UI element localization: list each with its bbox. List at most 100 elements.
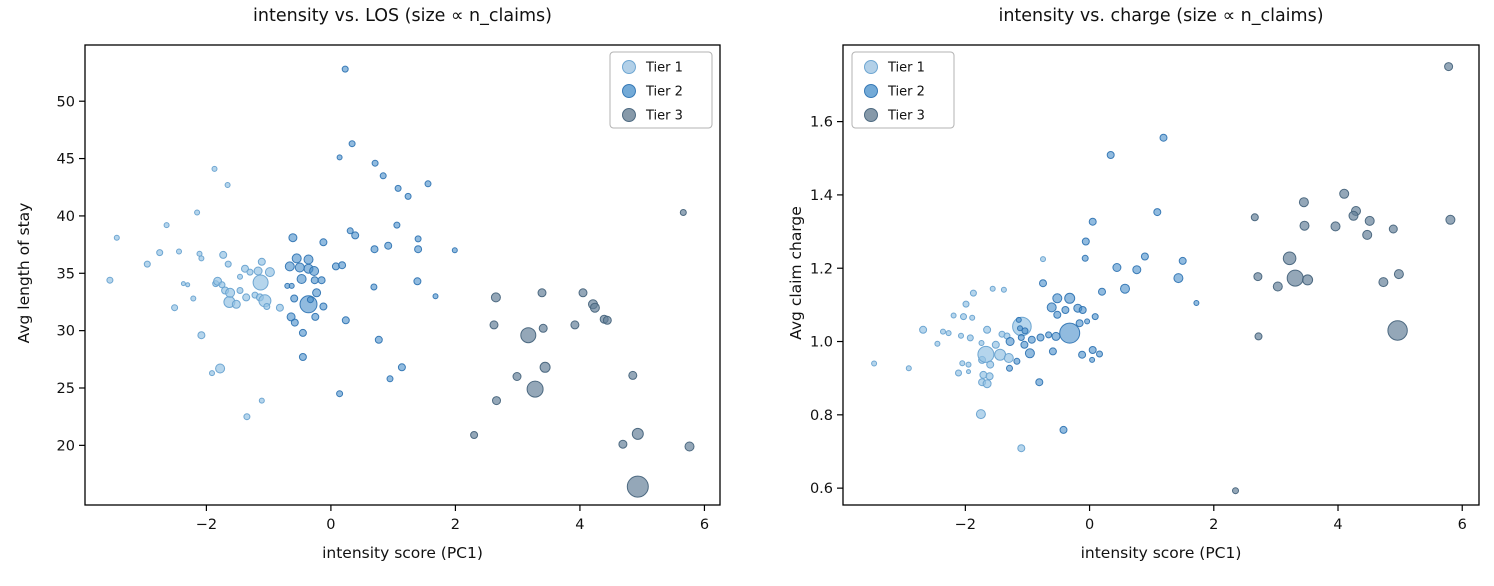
data-point (969, 314, 976, 321)
data-point (284, 261, 295, 272)
data-point (982, 379, 992, 389)
data-point (1302, 274, 1314, 286)
data-point (312, 288, 322, 298)
x-tick-label: 4 (1333, 517, 1342, 533)
data-point (1045, 331, 1053, 339)
data-point (243, 413, 251, 421)
data-point (1027, 335, 1036, 344)
data-point (338, 261, 347, 270)
data-point (905, 365, 912, 372)
data-point (180, 281, 186, 287)
data-point (374, 335, 383, 344)
data-point (985, 372, 994, 381)
y-tick-label: 1.2 (810, 261, 833, 277)
data-point (231, 299, 241, 309)
legend-label-tier-3: Tier 3 (887, 109, 925, 124)
legend-label-tier-2: Tier 2 (887, 85, 925, 100)
data-point (224, 260, 232, 268)
data-point (537, 288, 547, 298)
data-point (319, 238, 328, 247)
data-point (986, 360, 995, 369)
data-point (631, 427, 644, 440)
data-point (1364, 215, 1375, 226)
data-point (618, 439, 628, 449)
y-tick-label: 1.0 (810, 335, 833, 351)
data-point (538, 323, 548, 333)
data-point (966, 334, 974, 342)
right-x-axis-label: intensity score (PC1) (1080, 544, 1242, 562)
data-point (1006, 364, 1013, 372)
data-point (1089, 356, 1096, 363)
data-point (978, 340, 985, 346)
data-point (341, 65, 349, 73)
data-point (310, 276, 319, 285)
data-point (1173, 273, 1184, 284)
legend-marker-tier-1 (622, 60, 636, 74)
y-tick-label: 45 (57, 152, 75, 168)
data-point (1051, 331, 1061, 341)
data-point (1232, 487, 1239, 495)
data-point (1272, 281, 1283, 292)
data-point (218, 281, 226, 289)
data-point (303, 254, 314, 265)
data-point (224, 182, 231, 188)
y-tick-label: 1.6 (810, 115, 833, 131)
data-point (298, 353, 307, 361)
data-point (1021, 327, 1029, 335)
x-tick-label: −2 (196, 517, 217, 533)
data-point (311, 312, 320, 321)
data-point (1444, 62, 1454, 72)
data-point (432, 293, 439, 300)
data-point (960, 313, 967, 321)
series-tier-3 (470, 209, 695, 498)
data-point (919, 325, 928, 334)
data-point (962, 300, 970, 308)
legend-label-tier-1: Tier 1 (887, 61, 925, 76)
y-tick-label: 35 (57, 266, 75, 282)
y-tick-label: 25 (57, 381, 75, 397)
y-tick-label: 50 (57, 94, 75, 110)
data-point (171, 304, 179, 312)
data-point (520, 327, 537, 344)
data-point (1098, 287, 1106, 296)
data-point (106, 276, 114, 284)
data-point (143, 260, 151, 268)
data-point (384, 241, 393, 250)
legend-marker-tier-3 (622, 108, 636, 122)
data-point (1015, 316, 1022, 323)
data-point (1039, 279, 1047, 288)
data-point (578, 288, 588, 298)
data-point (242, 293, 251, 302)
y-tick-label: 20 (57, 438, 75, 454)
legend-marker-tier-2 (622, 84, 636, 98)
data-point (512, 372, 522, 381)
data-point (934, 340, 941, 347)
scatter-panel-left: −2 0 2 4 6 20 25 30 35 40 45 50 Tier 1 Tier 2 Tier 3 (57, 44, 721, 533)
data-point (589, 302, 600, 313)
data-point (1178, 256, 1187, 265)
data-point (1052, 293, 1063, 304)
data-point (1298, 197, 1309, 208)
data-point (156, 249, 164, 257)
data-point (526, 380, 544, 398)
data-point (940, 328, 946, 335)
data-point (1059, 322, 1081, 344)
data-point (263, 303, 271, 310)
data-point (626, 475, 649, 498)
x-tick-label: −2 (955, 517, 976, 533)
data-point (958, 332, 964, 339)
data-point (965, 361, 972, 368)
data-point (989, 285, 996, 292)
data-point (393, 221, 401, 229)
data-point (317, 276, 326, 285)
legend-label-tier-2: Tier 2 (645, 85, 683, 100)
data-point (1159, 133, 1168, 142)
data-point (1120, 283, 1130, 294)
legend-label-tier-3: Tier 3 (645, 109, 683, 124)
data-point (1250, 213, 1259, 222)
data-point (1362, 229, 1373, 240)
data-point (215, 363, 226, 374)
data-point (414, 245, 423, 254)
